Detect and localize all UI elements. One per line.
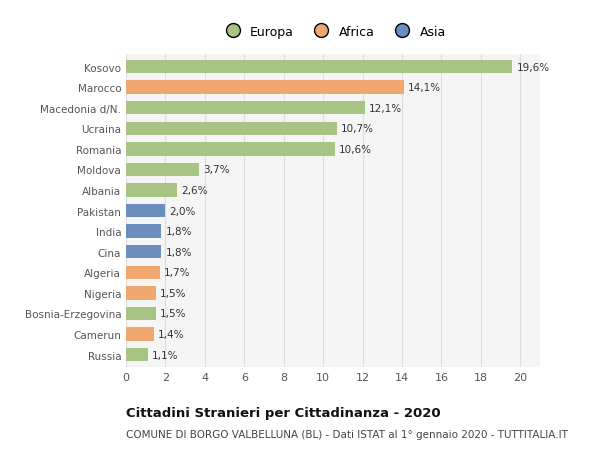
- Text: 1,5%: 1,5%: [160, 309, 186, 319]
- Bar: [126, 143, 335, 156]
- Bar: [126, 123, 337, 136]
- Bar: [126, 81, 404, 95]
- Bar: [126, 225, 161, 238]
- Bar: [126, 184, 177, 197]
- Bar: [126, 286, 155, 300]
- Text: 3,7%: 3,7%: [203, 165, 229, 175]
- Bar: [126, 266, 160, 280]
- Text: 12,1%: 12,1%: [368, 103, 401, 113]
- Text: 2,0%: 2,0%: [169, 206, 196, 216]
- Text: 1,4%: 1,4%: [158, 330, 184, 339]
- Bar: [126, 163, 199, 177]
- Text: 10,7%: 10,7%: [341, 124, 374, 134]
- Text: 1,5%: 1,5%: [160, 288, 186, 298]
- Bar: [126, 328, 154, 341]
- Bar: [126, 204, 166, 218]
- Text: COMUNE DI BORGO VALBELLUNA (BL) - Dati ISTAT al 1° gennaio 2020 - TUTTITALIA.IT: COMUNE DI BORGO VALBELLUNA (BL) - Dati I…: [126, 429, 568, 439]
- Text: 1,8%: 1,8%: [166, 227, 192, 237]
- Legend: Europa, Africa, Asia: Europa, Africa, Asia: [215, 21, 451, 44]
- Bar: [126, 348, 148, 362]
- Bar: [126, 307, 155, 320]
- Text: 1,8%: 1,8%: [166, 247, 192, 257]
- Text: 14,1%: 14,1%: [408, 83, 441, 93]
- Text: 1,7%: 1,7%: [163, 268, 190, 278]
- Bar: [126, 61, 512, 74]
- Text: 10,6%: 10,6%: [339, 145, 372, 155]
- Bar: [126, 102, 365, 115]
- Text: Cittadini Stranieri per Cittadinanza - 2020: Cittadini Stranieri per Cittadinanza - 2…: [126, 406, 440, 419]
- Bar: [126, 246, 161, 259]
- Text: 2,6%: 2,6%: [181, 185, 208, 196]
- Text: 1,1%: 1,1%: [152, 350, 178, 360]
- Text: 19,6%: 19,6%: [517, 62, 550, 73]
